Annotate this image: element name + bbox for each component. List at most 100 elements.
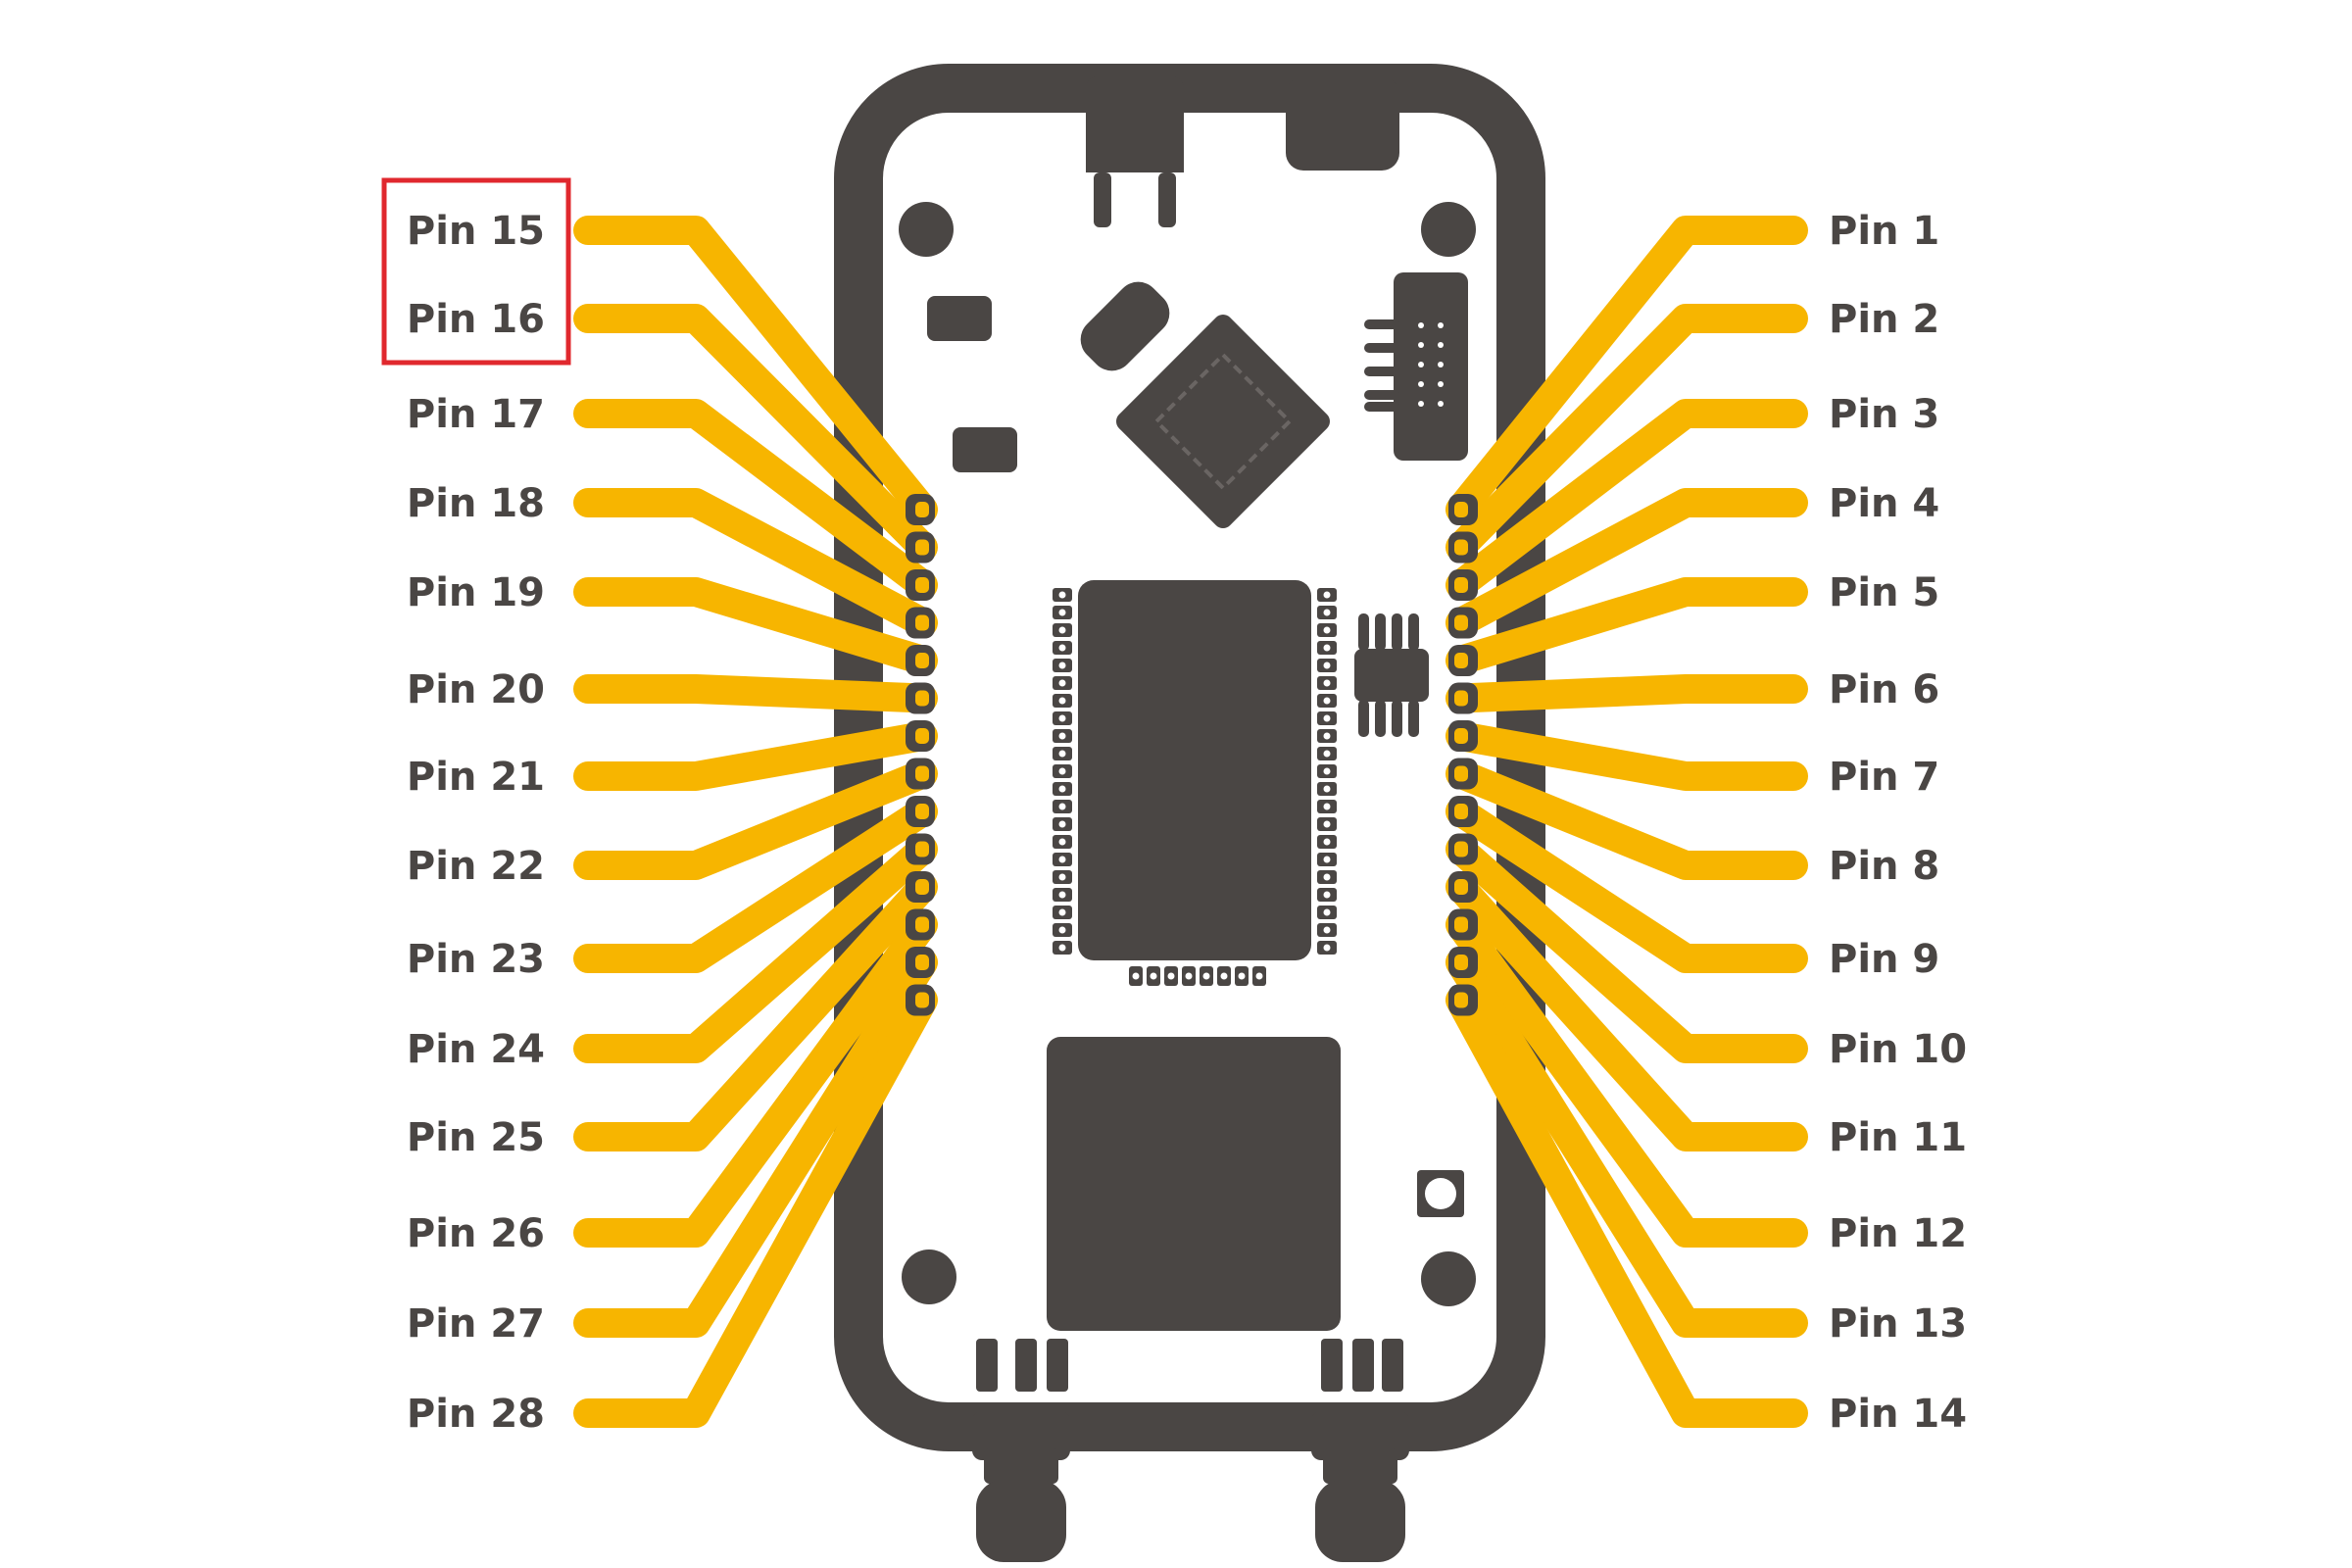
pin-trace (1446, 948, 1808, 1338)
pin-trace (573, 834, 938, 1063)
circuit-board (834, 64, 1545, 1562)
module-pad-hole (1323, 856, 1331, 863)
module-pad-hole (1323, 626, 1331, 634)
left-edge-pads (906, 494, 935, 1016)
pin-label: Pin 18 (407, 481, 545, 526)
pin-trace (573, 577, 938, 675)
module-pad-hole (1058, 714, 1066, 722)
module-pad-hole (1323, 750, 1331, 758)
module-pad-hole (1058, 626, 1066, 634)
module-pad-hole (1323, 714, 1331, 722)
module-pad-hole (1323, 891, 1331, 899)
pin-trace (1446, 674, 1808, 713)
pad-contact (1454, 539, 1468, 556)
module-pad-hole (1058, 750, 1066, 758)
module-pad-hole (1323, 803, 1331, 810)
pin-label: Pin 6 (1829, 667, 1939, 712)
right-traces (1446, 216, 1808, 1428)
top-connector-left (1086, 76, 1184, 227)
pin-label: Pin 22 (407, 844, 545, 889)
pad-contact (1454, 916, 1468, 933)
module-pad-hole (1058, 856, 1066, 863)
module-pad-hole (1323, 767, 1331, 775)
module-pad-hole (1323, 609, 1331, 616)
pad-contact (915, 916, 929, 933)
pad-contact (915, 804, 929, 819)
pin-label: Pin 7 (1829, 755, 1939, 800)
pin-label: Pin 11 (1829, 1115, 1967, 1160)
mcu-pads-bottom (1129, 966, 1266, 986)
module-pad-hole (1058, 662, 1066, 669)
module-pad-hole (1058, 908, 1066, 916)
pin-label: Pin 17 (407, 392, 545, 437)
module-pad-hole (1058, 803, 1066, 810)
module-pad-hole (1132, 972, 1140, 980)
pin-trace (1446, 985, 1808, 1428)
module-pad-hole (1220, 972, 1228, 980)
pin-trace (1446, 577, 1808, 675)
mounting-hole (1421, 1251, 1476, 1306)
pin-trace (573, 948, 938, 1338)
smd-component (927, 296, 992, 341)
large-chip (1047, 1037, 1341, 1331)
module-pad-hole (1058, 820, 1066, 828)
jtag-header (1364, 272, 1468, 461)
module-pad-hole (1058, 697, 1066, 705)
pin-trace (573, 909, 938, 1248)
pad-contact (915, 879, 929, 895)
module-pad-hole (1323, 662, 1331, 669)
pin-label: Pin 19 (407, 570, 545, 615)
crystal-component (1080, 281, 1170, 371)
pin-trace (573, 216, 938, 524)
module-pad-hole (1167, 972, 1175, 980)
bottom-connector-right (1311, 1411, 1409, 1562)
module-pad-hole (1058, 926, 1066, 934)
module-pad-hole (1323, 908, 1331, 916)
soic-chip (1354, 613, 1429, 737)
pin-trace (573, 674, 938, 713)
pin-label: Pin 3 (1829, 392, 1939, 437)
pin-label: Pin 13 (1829, 1301, 1967, 1347)
qfn-chip (1116, 315, 1330, 528)
module-pad-hole (1058, 644, 1066, 652)
pin-label: Pin 2 (1829, 297, 1939, 342)
pin-trace (1446, 488, 1808, 638)
right-edge-pads (1448, 494, 1478, 1016)
pin-trace (1446, 216, 1808, 524)
bottom-teeth (976, 1339, 1403, 1392)
pad-contact (915, 653, 929, 668)
pin-label: Pin 14 (1829, 1392, 1967, 1437)
mcu-pads-left (1053, 588, 1072, 955)
module-pad-hole (1150, 972, 1157, 980)
module-pad-hole (1323, 873, 1331, 881)
left-pin-labels: Pin 15 Pin 16 Pin 17 Pin 18 Pin 19 Pin 20 Pin … (407, 209, 545, 1437)
mounting-hole (1421, 202, 1476, 257)
pin-label: Pin 12 (1829, 1211, 1967, 1256)
pad-contact (915, 577, 929, 593)
pad-contact (1454, 690, 1468, 707)
pin-label: Pin 4 (1829, 481, 1939, 526)
pin-label: Pin 15 (407, 209, 545, 254)
pad-contact (915, 992, 929, 1008)
pin-trace (1446, 399, 1808, 600)
module-pad-hole (1058, 767, 1066, 775)
module-pad-hole (1323, 644, 1331, 652)
pad-contact (1454, 728, 1468, 744)
pin-label: Pin 5 (1829, 570, 1939, 615)
pin-label: Pin 21 (407, 755, 545, 800)
pad-contact (915, 728, 929, 744)
module-pad-hole (1323, 838, 1331, 846)
module-pad-hole (1058, 679, 1066, 687)
module-pad-hole (1058, 891, 1066, 899)
pad-contact (1454, 955, 1468, 970)
pin-trace (573, 488, 938, 638)
pin-label: Pin 8 (1829, 844, 1939, 889)
pin-trace (1446, 872, 1808, 1152)
module-pad-hole (1058, 838, 1066, 846)
pad-contact (1454, 765, 1468, 782)
pad-contact (915, 841, 929, 858)
pin-label: Pin 27 (407, 1301, 545, 1347)
pin-trace (573, 985, 938, 1428)
pin-label: Pin 28 (407, 1392, 545, 1437)
